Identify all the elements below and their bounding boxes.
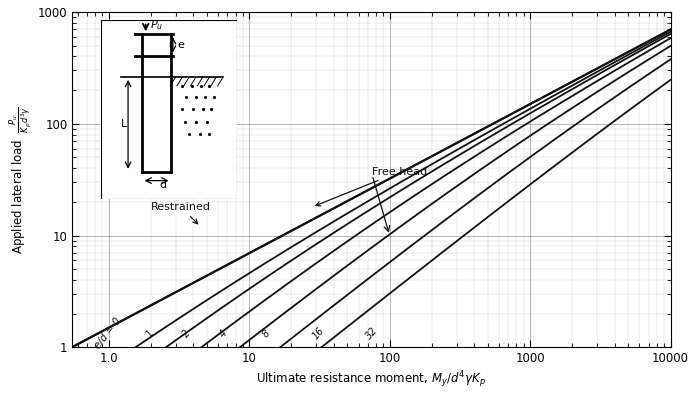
Text: 16: 16 [310, 325, 326, 341]
Text: 4: 4 [218, 328, 230, 339]
Text: $P_u$: $P_u$ [150, 18, 163, 32]
Text: e/d = 0: e/d = 0 [93, 316, 123, 351]
X-axis label: Ultimate resistance moment, $M_y/d^4\gamma K_p$: Ultimate resistance moment, $M_y/d^4\gam… [257, 370, 487, 390]
Text: d: d [160, 180, 167, 190]
Text: 1: 1 [144, 328, 156, 339]
Text: e: e [177, 40, 184, 50]
Y-axis label: Applied lateral load  $\frac{P_u}{K_p d^3 \gamma}$: Applied lateral load $\frac{P_u}{K_p d^3… [7, 106, 33, 254]
Text: Restrained: Restrained [151, 202, 211, 224]
Text: L: L [121, 119, 127, 129]
Text: 8: 8 [260, 328, 271, 339]
Text: Free head: Free head [316, 167, 427, 206]
Text: 2: 2 [180, 328, 192, 339]
Text: 32: 32 [365, 325, 380, 341]
